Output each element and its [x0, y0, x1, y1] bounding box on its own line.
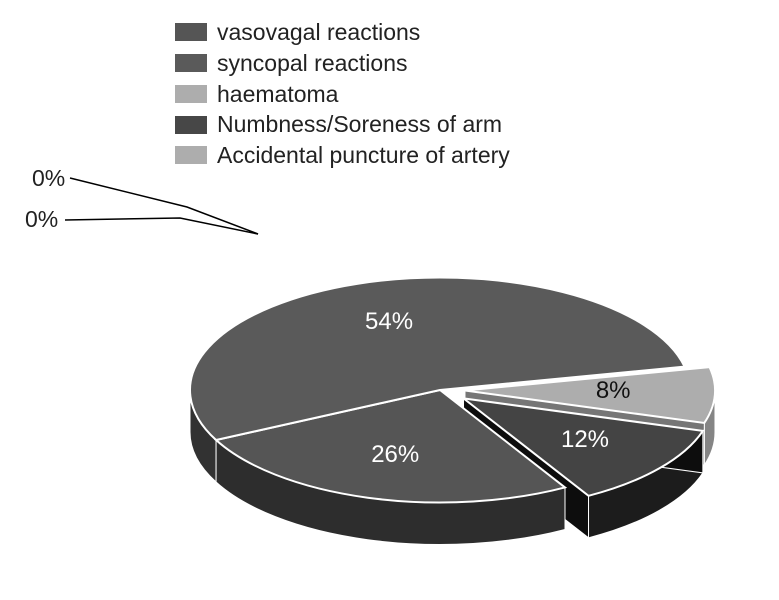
slice-label: 8% [596, 377, 631, 405]
slice-label: 26% [371, 441, 419, 469]
legend-label: Numbness/Soreness of arm [217, 110, 502, 139]
legend-item: Accidental puncture of artery [175, 141, 510, 170]
legend-label: vasovagal reactions [217, 18, 420, 47]
callout-label-1: 0% [25, 206, 58, 233]
legend-marker [175, 23, 207, 41]
legend-label: haematoma [217, 80, 338, 109]
legend-item: syncopal reactions [175, 49, 510, 78]
legend: vasovagal reactions syncopal reactions h… [175, 18, 510, 172]
legend-marker [175, 116, 207, 134]
slice-label: 54% [365, 308, 413, 336]
slice-label: 12% [561, 426, 609, 454]
legend-item: vasovagal reactions [175, 18, 510, 47]
legend-marker [175, 146, 207, 164]
legend-label: Accidental puncture of artery [217, 141, 510, 170]
legend-item: Numbness/Soreness of arm [175, 110, 510, 139]
callout-label-0: 0% [32, 165, 65, 192]
legend-marker [175, 54, 207, 72]
legend-marker [175, 85, 207, 103]
legend-label: syncopal reactions [217, 49, 408, 78]
pie-chart-container: vasovagal reactions syncopal reactions h… [0, 0, 779, 600]
legend-item: haematoma [175, 80, 510, 109]
